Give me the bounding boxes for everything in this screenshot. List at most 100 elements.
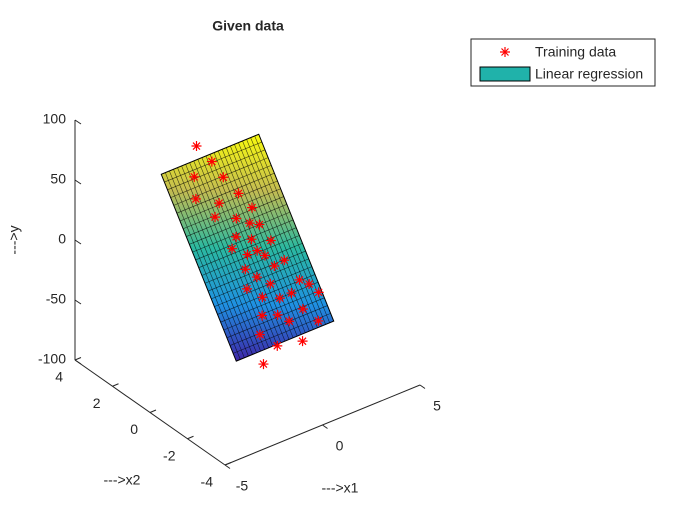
z-tick-label: -100 [38,351,66,367]
marker [190,193,201,204]
legend-label: Linear regression [535,66,643,82]
marker [500,47,510,57]
marker [227,243,238,254]
marker [254,219,265,230]
data-point [269,260,280,271]
marker [231,231,242,242]
marker [233,188,244,199]
x-tick [224,464,231,469]
data-point [247,202,257,213]
marker [257,310,268,321]
z-tick [74,359,82,365]
data-point [231,213,242,224]
y-axis-label: --->x2 [104,472,141,488]
legend-swatch [479,66,531,82]
marker [258,359,269,370]
marker [214,198,225,209]
x-tick [419,384,426,389]
z-tick-label: 0 [58,231,66,247]
data-point [258,359,269,370]
marker [254,329,265,340]
data-point [191,141,202,152]
data-point [313,287,324,298]
data-point [313,315,324,326]
marker [246,234,257,245]
data-point [233,188,244,199]
data-point [189,171,200,182]
marker [274,293,285,304]
z-axis-label: --->y [6,225,22,254]
marker [240,264,251,275]
marker [189,171,200,182]
marker [247,202,257,213]
x-tick [322,424,328,429]
data-point [210,212,221,223]
y-tick-label: 2 [93,395,101,411]
data-point [272,309,283,320]
z-tick [74,179,82,185]
marker [284,316,295,327]
y-tick [187,435,194,440]
z-tick [74,119,82,125]
z-tick [74,239,82,245]
chart-title: Given data [212,18,284,34]
marker [242,249,253,260]
data-point [294,274,305,285]
legend-label: Training data [535,44,616,60]
marker [252,245,263,256]
data-point [244,218,255,229]
y-tick-label: -4 [201,474,214,490]
z-tick-label: 100 [43,111,67,127]
data-point [286,288,297,299]
marker [206,156,217,167]
marker [210,212,221,223]
y-tick [112,383,119,387]
data-point [257,292,268,303]
data-point [254,329,265,340]
legend-marker [500,47,510,57]
data-point [252,245,263,256]
data-point [251,272,262,283]
data-point [206,156,217,167]
marker [241,283,252,294]
marker [272,340,283,351]
marker [231,213,242,224]
mesh-line [167,149,266,191]
data-point [279,255,290,266]
marker [313,287,324,298]
marker [191,141,202,152]
z-tick-label: 50 [50,171,66,187]
x-tick-label: -5 [236,478,249,494]
mesh-line [246,139,322,327]
data-point [284,316,295,327]
marker [304,279,315,290]
marker [294,274,305,285]
data-point [242,249,253,260]
data-point [259,250,270,261]
x-tick-label: 0 [336,438,344,454]
mesh-line [173,165,272,206]
data-point [190,193,201,204]
marker [265,235,276,246]
z-tick-label: -50 [46,291,66,307]
marker [286,288,297,299]
marker [297,303,308,314]
y-tick [224,462,232,466]
data-point [304,279,315,290]
data-point [265,278,276,289]
marker [297,336,308,347]
marker [244,218,255,229]
marker [279,255,290,266]
marker [259,250,270,261]
marker [265,278,276,289]
mesh-line [250,137,326,325]
x-tick-label: 5 [433,398,441,414]
marker [251,272,262,283]
data-point [297,336,308,347]
data-point [214,198,225,209]
y-tick [149,409,157,413]
x-axis-label: --->x1 [322,480,359,496]
y-tick [74,357,82,361]
data-point [297,303,308,314]
